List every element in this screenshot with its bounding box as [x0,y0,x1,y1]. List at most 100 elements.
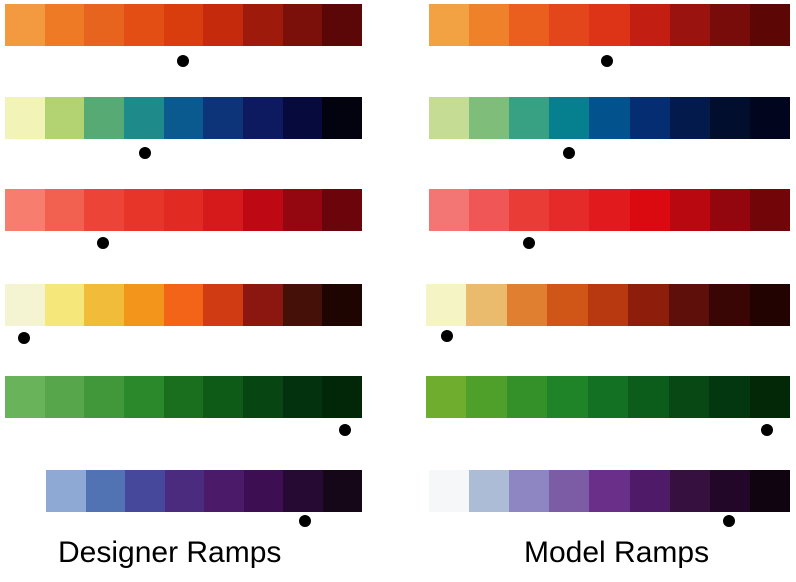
model-ramp-6-swatch-1 [429,470,470,512]
model-ramp-6 [429,470,790,512]
model-ramp-5-swatch-3 [506,376,548,418]
model-ramp-5-swatch-9 [749,376,790,418]
model-ramp-5-swatch-6 [628,376,669,418]
designer-ramp-6-swatch-2 [85,470,125,512]
designer-ramp-6-swatch-5 [204,470,244,512]
model-ramp-3-swatch-2 [469,189,510,231]
model-ramp-1-swatch-3 [509,4,550,46]
designer-ramp-4-swatch-6 [203,284,244,326]
designer-ramp-5-swatch-7 [243,376,283,418]
designer-ramp-4-swatch-7 [243,284,283,326]
designer-ramp-4 [5,284,363,326]
designer-ramp-3-swatch-2 [44,189,85,231]
model-ramp-4-swatch-4 [547,284,588,326]
model-ramp-5-swatch-8 [709,376,750,418]
designer-ramp-3-swatch-5 [163,189,204,231]
designer-ramp-5-swatch-3 [84,376,125,418]
model-ramp-5-swatch-1 [426,376,467,418]
model-ramp-4-swatch-8 [709,284,750,326]
designer-ramp-2-swatch-1 [5,97,45,139]
model-ramp-3-swatch-3 [509,189,550,231]
designer-ramp-5-swatch-9 [322,376,363,418]
designer-ramp-3-swatch-4 [124,189,164,231]
designer-ramp-3-marker [97,237,109,249]
model-ramp-4-swatch-9 [749,284,790,326]
model-ramp-3-swatch-7 [669,189,710,231]
designer-ramp-4-marker [18,332,30,344]
designer-ramp-5-swatch-8 [282,376,323,418]
model-ramp-3-swatch-8 [709,189,750,231]
designer-ramp-1-swatch-8 [282,4,323,46]
model-ramps-column: Model Ramps [424,0,794,582]
model-ramp-1-swatch-6 [629,4,670,46]
model-ramp-2-swatch-1 [429,97,470,139]
designer-ramp-2-swatch-9 [322,97,363,139]
model-ramp-1-swatch-5 [589,4,630,46]
model-ramp-6-swatch-7 [669,470,710,512]
designer-ramp-3-swatch-1 [5,189,45,231]
designer-ramp-6-swatch-3 [125,470,165,512]
model-ramp-1-swatch-1 [429,4,470,46]
designer-ramp-4-swatch-4 [124,284,164,326]
designer-ramp-1-marker [177,55,189,67]
designer-ramp-6-swatch-4 [164,470,204,512]
model-ramp-1-swatch-4 [549,4,590,46]
model-ramp-1-swatch-7 [669,4,710,46]
model-ramp-1-swatch-9 [749,4,790,46]
designer-ramp-5-swatch-2 [44,376,85,418]
designer-ramp-1-swatch-9 [322,4,363,46]
model-ramp-5-swatch-5 [587,376,629,418]
designer-ramp-4-swatch-8 [282,284,323,326]
designer-ramp-3-swatch-8 [282,189,323,231]
model-ramp-3-marker [523,237,535,249]
designer-ramp-1-swatch-1 [5,4,45,46]
model-ramp-5-swatch-7 [668,376,710,418]
model-ramp-3-swatch-6 [629,189,670,231]
model-ramp-3-swatch-1 [429,189,470,231]
designer-ramp-2 [5,97,363,139]
model-ramp-2-swatch-3 [509,97,550,139]
designer-ramp-2-swatch-7 [243,97,283,139]
designer-ramp-4-swatch-3 [84,284,125,326]
designer-ramp-1-swatch-7 [243,4,283,46]
model-ramp-6-swatch-9 [749,470,790,512]
model-ramp-4-swatch-1 [426,284,467,326]
model-ramp-3-swatch-9 [749,189,790,231]
designer-ramp-1-swatch-2 [44,4,85,46]
designer-ramp-5-swatch-5 [163,376,204,418]
designer-ramp-4-swatch-1 [5,284,45,326]
model-ramp-2-swatch-9 [749,97,790,139]
model-ramp-5-swatch-2 [466,376,507,418]
designer-ramp-5-swatch-6 [203,376,244,418]
designer-ramp-2-swatch-2 [44,97,85,139]
model-ramp-4-swatch-7 [668,284,710,326]
designer-ramp-2-swatch-4 [124,97,164,139]
designer-ramp-2-swatch-6 [203,97,244,139]
designer-ramp-1-swatch-5 [163,4,204,46]
model-ramp-6-marker [723,515,735,527]
model-ramp-3-swatch-4 [549,189,590,231]
designer-ramp-6 [46,470,362,512]
designer-ramp-5-marker [339,424,351,436]
model-ramp-2-swatch-7 [669,97,710,139]
model-ramp-1 [429,4,790,46]
model-ramp-6-swatch-4 [549,470,590,512]
model-ramp-2-marker [563,147,575,159]
model-ramp-6-swatch-2 [469,470,510,512]
designer-ramp-5-swatch-1 [5,376,45,418]
designer-ramps-caption: Designer Ramps [58,536,282,569]
designer-ramp-2-marker [139,147,151,159]
designer-ramp-3-swatch-6 [203,189,244,231]
designer-ramp-3-swatch-9 [322,189,363,231]
model-ramp-6-swatch-8 [709,470,750,512]
designer-ramp-3-swatch-3 [84,189,125,231]
designer-ramp-6-marker [299,515,311,527]
designer-ramp-1 [5,4,363,46]
designer-ramps-column: Designer Ramps [0,0,370,582]
model-ramp-4-swatch-6 [628,284,669,326]
model-ramp-6-swatch-6 [629,470,670,512]
model-ramp-3-swatch-5 [589,189,630,231]
model-ramp-2-swatch-2 [469,97,510,139]
designer-ramp-6-swatch-8 [322,470,362,512]
designer-ramp-3 [5,189,363,231]
